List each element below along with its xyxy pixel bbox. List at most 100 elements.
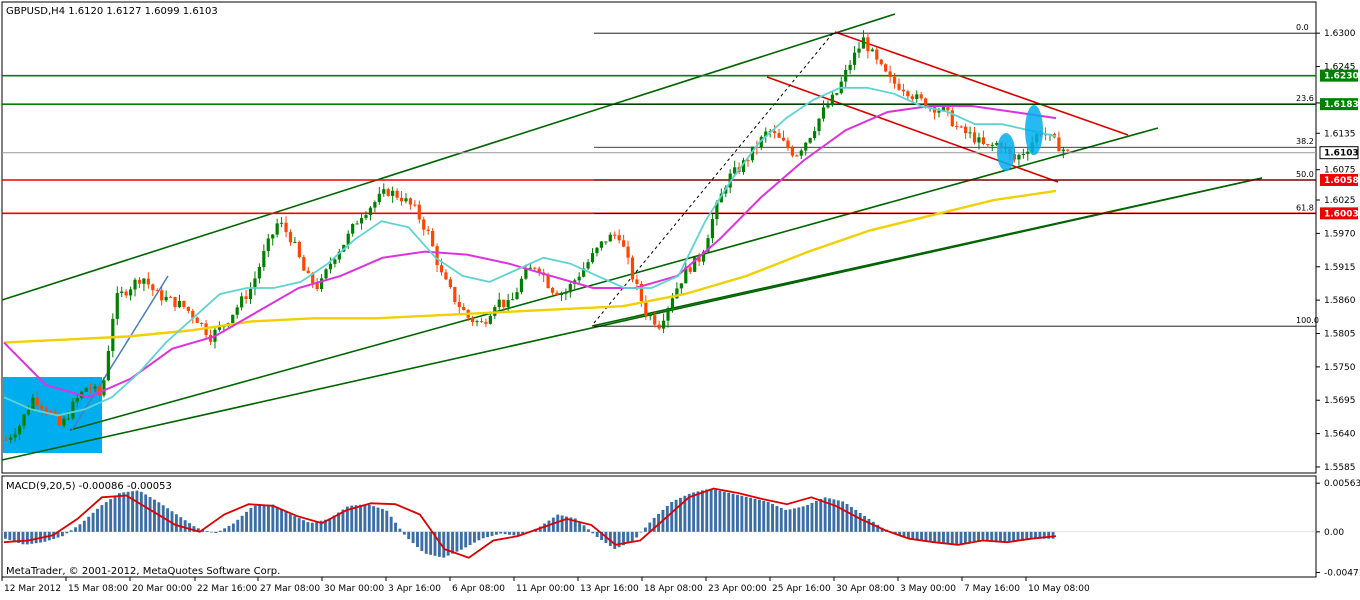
price-tick-label: 1.6025	[1324, 196, 1356, 206]
macd-bar	[858, 512, 862, 532]
macd-bar	[21, 531, 25, 545]
mid-channel-line	[69, 127, 1159, 431]
macd-bar	[963, 531, 967, 544]
macd-bar	[793, 508, 796, 532]
candle-body	[915, 94, 919, 99]
macd-bar	[104, 502, 108, 532]
macd-bar	[258, 505, 262, 532]
macd-bar	[223, 528, 227, 532]
macd-bar	[867, 518, 871, 532]
candle-body	[195, 317, 199, 323]
candle-body	[1061, 149, 1065, 152]
macd-bar	[288, 514, 292, 532]
candle-body	[981, 137, 985, 145]
steel-ray	[71, 275, 169, 431]
candle-body	[324, 269, 328, 279]
candle-body	[413, 204, 417, 206]
candle-body	[684, 267, 688, 284]
candle-body	[941, 107, 946, 111]
macd-bar	[714, 489, 717, 532]
candle-body	[817, 118, 821, 132]
macd-bar	[854, 509, 858, 532]
candle-body	[786, 140, 790, 149]
candle-body	[422, 219, 426, 230]
macd-bar	[477, 531, 481, 541]
candle-body	[675, 288, 679, 299]
macd-bar	[547, 520, 551, 532]
macd-bar	[736, 494, 739, 532]
macd-bar	[157, 502, 161, 532]
price-level-tag	[1320, 173, 1358, 186]
candle-body	[217, 326, 222, 330]
candle-body	[510, 299, 515, 301]
macd-bar	[12, 531, 16, 542]
price-levels	[2, 74, 1316, 215]
fibonacci-levels: 0.0 23.6 38.2 50.0 61.8 100.0	[594, 23, 1319, 327]
fib-level-label: 23.6	[1296, 94, 1314, 103]
macd-bar	[78, 524, 82, 532]
candle-body	[142, 278, 146, 284]
candle-body	[488, 315, 492, 324]
macd-bar	[1029, 531, 1033, 539]
candle-body	[848, 64, 852, 70]
candle-body	[31, 397, 35, 411]
candle-body	[191, 310, 195, 318]
candle-body	[710, 219, 715, 239]
candle-body	[906, 91, 910, 97]
macd-bar	[293, 516, 297, 532]
macd-bar	[459, 531, 463, 550]
macd-bar	[911, 531, 915, 539]
macd-bar	[262, 504, 266, 532]
macd-bar	[25, 531, 29, 545]
macd-bar	[920, 531, 923, 541]
candle-body	[586, 262, 590, 269]
candle-body	[555, 292, 559, 296]
macd-bar	[933, 531, 937, 542]
macd-bar	[893, 531, 897, 534]
candle-body	[75, 398, 79, 402]
macd-bar	[766, 501, 770, 532]
macd-bar	[451, 531, 454, 554]
price-level-tag-label: 1.6103	[1324, 149, 1359, 159]
candle-body	[164, 296, 168, 301]
price-tick-label: 1.6300	[1324, 29, 1356, 39]
candle-body	[435, 246, 439, 266]
time-tick-label: 11 Apr 00:00	[516, 584, 575, 594]
macd-bar	[455, 531, 459, 552]
candle-body	[648, 315, 652, 317]
macd-bar	[503, 531, 507, 535]
candle-body	[826, 105, 830, 108]
candle-body	[866, 37, 870, 52]
candle-body	[719, 193, 723, 203]
macd-bar	[210, 531, 213, 533]
macd-bar	[359, 504, 362, 532]
macd-bar	[849, 506, 853, 532]
candle-body	[408, 198, 413, 205]
macd-bar	[512, 531, 516, 536]
macd-bar	[394, 522, 397, 532]
macd-bar	[613, 531, 617, 549]
price-tick-label: 1.5915	[1324, 263, 1356, 273]
candle-body	[306, 270, 310, 274]
candle-body	[57, 414, 62, 426]
macd-bar	[82, 520, 86, 532]
fib-diagonal	[593, 32, 834, 324]
macd-bar	[345, 506, 349, 532]
candle-body	[457, 302, 461, 308]
macd-bar	[845, 503, 849, 532]
candle-body	[688, 267, 692, 272]
macd-bar	[363, 504, 367, 532]
macd-bar	[863, 515, 867, 532]
macd-bar	[622, 531, 625, 546]
macd-bar	[323, 519, 327, 532]
time-tick-label: 25 Apr 16:00	[772, 584, 831, 594]
candle-body	[124, 291, 128, 296]
candle-body	[377, 193, 381, 203]
macd-bar	[236, 519, 240, 532]
candle-body	[128, 289, 133, 296]
time-tick-label: 18 Apr 08:00	[644, 584, 703, 594]
candle-body	[537, 268, 541, 273]
candle-body	[382, 189, 386, 194]
candle-body	[346, 233, 350, 245]
